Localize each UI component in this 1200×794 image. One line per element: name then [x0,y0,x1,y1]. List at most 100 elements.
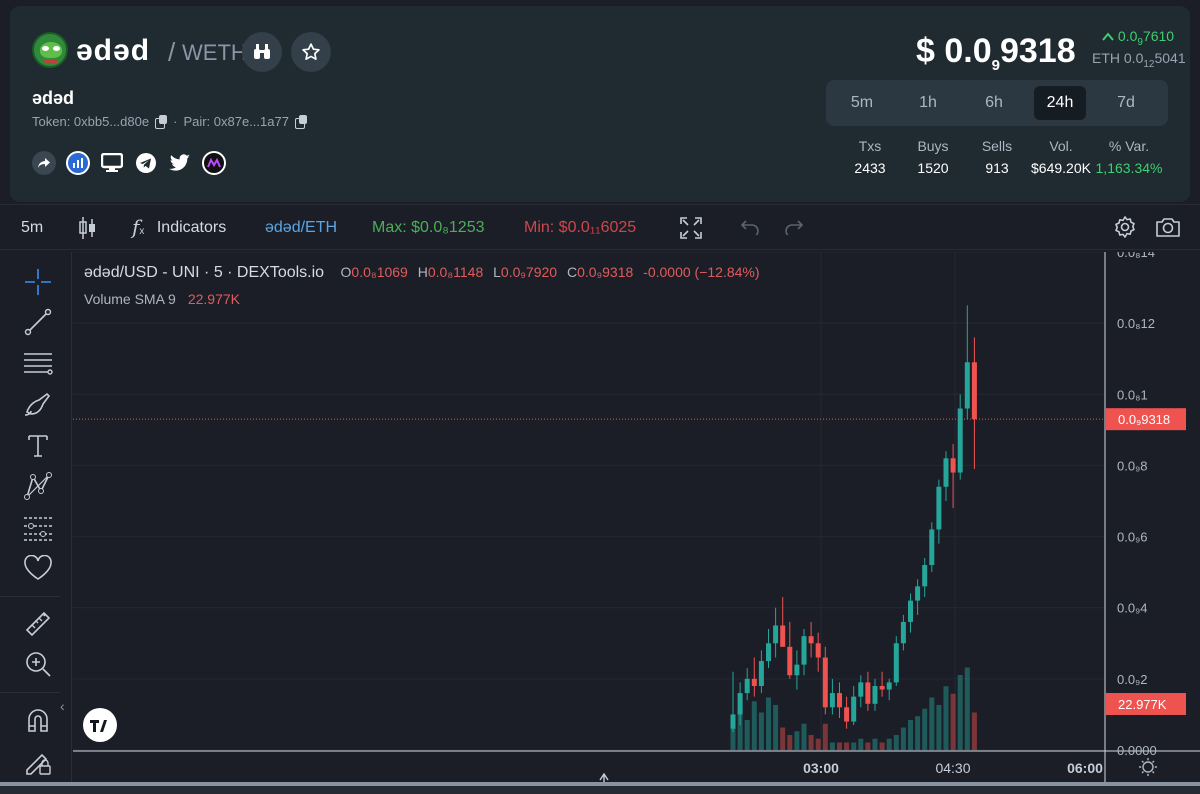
brush-tool[interactable] [22,388,54,420]
candle-body [737,693,743,715]
fib-tool[interactable] [22,348,54,380]
redo-button[interactable] [784,219,804,240]
volume-bar [893,735,899,750]
binoculars-button[interactable] [242,32,282,72]
price-tick-label: 0.0₉8 [1117,458,1147,473]
brush-icon [24,392,51,416]
pair-toggle[interactable]: ədəd/ETH [265,219,338,236]
chart-canvas[interactable]: 0.0₈14 0.0₈12 0.0₈1 0.0₉8 0.0₉6 0.0₉4 0.0₉2 0.0… [73,245,1200,782]
chart-toolbar: 5m fx Indicators ədəd/ETH Max: $0.0₈1253… [0,204,1200,250]
arrow-up-icon [1102,32,1114,41]
min-price: Min: $0.0₁₁6025 [524,219,637,236]
stat-variation: % Var. 1,163.34% [1095,138,1163,176]
volume-tag [1106,693,1186,715]
address-row: Token: 0xbb5...d80e · Pair: 0x87e...1a77 [32,114,307,129]
candle-body [936,486,942,530]
pattern-tool[interactable] [22,470,54,502]
volume-bar [915,716,921,750]
magnet-tool[interactable] [22,704,54,736]
dextools-icon[interactable] [66,151,90,175]
volume-bar [822,723,828,750]
volume-bar [758,712,764,750]
volume-bar [950,693,956,750]
pair-address: Pair: 0x87e...1a77 [183,114,289,129]
timeframe-7d[interactable]: 7d [1117,94,1135,111]
twitter-icon[interactable] [168,151,192,175]
volume-bar [922,708,928,750]
volume-bar [794,731,800,750]
candle-body [922,565,928,587]
favorites-tool[interactable] [22,552,54,584]
candles-icon [79,217,95,239]
settings-button[interactable] [1113,215,1137,244]
forecast-tool[interactable] [22,512,54,544]
text-tool[interactable] [22,430,54,462]
volume-bar [787,735,793,750]
sun-ray [1141,771,1144,774]
volume-bar [964,667,970,750]
candle-body [964,362,970,409]
candle-body [886,682,892,690]
ohlc-values: O0.0₈1069 H0.0₈1148 L0.0₉7920 C0.0₉9318 … [340,264,760,280]
timeframe-24h[interactable]: 24h [1034,86,1086,120]
volume-bar [886,738,892,750]
horizontal-lines-icon [24,353,53,375]
copy-icon[interactable] [155,115,168,129]
address-separator: · [173,114,178,129]
candle-body [957,408,963,473]
timeframe-1h[interactable]: 1h [919,94,937,111]
resize-bar[interactable] [0,782,1200,794]
telegram-icon[interactable] [134,151,158,175]
volume-bar [943,686,949,750]
volume-bar [808,735,814,750]
token-name: ədəd [76,34,151,67]
volume-bar [957,675,963,750]
candle-body [844,707,850,722]
volume-bar [929,697,935,750]
candle-body [829,693,835,708]
star-icon [302,43,320,61]
volume-bar [815,738,821,750]
undo-button[interactable] [740,219,760,240]
volume-bar [829,742,835,750]
redo-icon [785,220,804,238]
resize-handle-icon [599,772,609,782]
price-tick-label: 0.0₉2 [1117,672,1147,687]
price-chart[interactable]: 0.0₈14 0.0₈12 0.0₈1 0.0₉8 0.0₉6 0.0₉4 0.0₉2 0.0… [73,245,1200,782]
trendline-tool[interactable] [22,306,54,338]
favorite-button[interactable] [291,32,331,72]
lock-drawing-tool[interactable] [22,746,54,778]
quote-symbol: WETH [182,40,247,65]
sun-ray [1152,760,1155,763]
interval-button[interactable]: 5m [21,219,44,236]
indicators-button[interactable]: fx Indicators [132,215,227,239]
candle-body [858,682,864,697]
candle-body [893,643,899,683]
volume-bar [744,720,750,750]
share-icon[interactable] [32,151,56,175]
stat-txs: Txs 2433 [854,138,886,176]
volume-bar [844,742,850,750]
undo-icon [740,220,759,238]
volume-legend: Volume SMA 9 22.977K [84,291,240,307]
candle-style-button[interactable] [79,216,97,245]
measure-tool[interactable] [22,608,54,640]
timeframe-5m[interactable]: 5m [850,94,874,111]
candle-body [879,685,885,690]
website-icon[interactable] [100,151,124,175]
price-tick-label: 0.0₈14 [1117,252,1155,260]
coinmarketcap-icon[interactable] [202,151,226,175]
zoom-tool[interactable] [22,648,54,680]
copy-icon[interactable] [294,115,307,129]
volume-bar [751,701,757,750]
crosshair-tool[interactable] [22,266,54,298]
candle-body [815,643,821,658]
collapse-toolbar-icon[interactable]: ‹ [60,698,65,714]
volume-bar [865,742,871,750]
prediction-icon [24,517,52,541]
timeframe-6h[interactable]: 6h [985,94,1003,111]
screenshot-button[interactable] [1155,216,1181,243]
candle-body [943,458,949,487]
candle-body [794,664,800,676]
fullscreen-button[interactable] [680,217,702,244]
